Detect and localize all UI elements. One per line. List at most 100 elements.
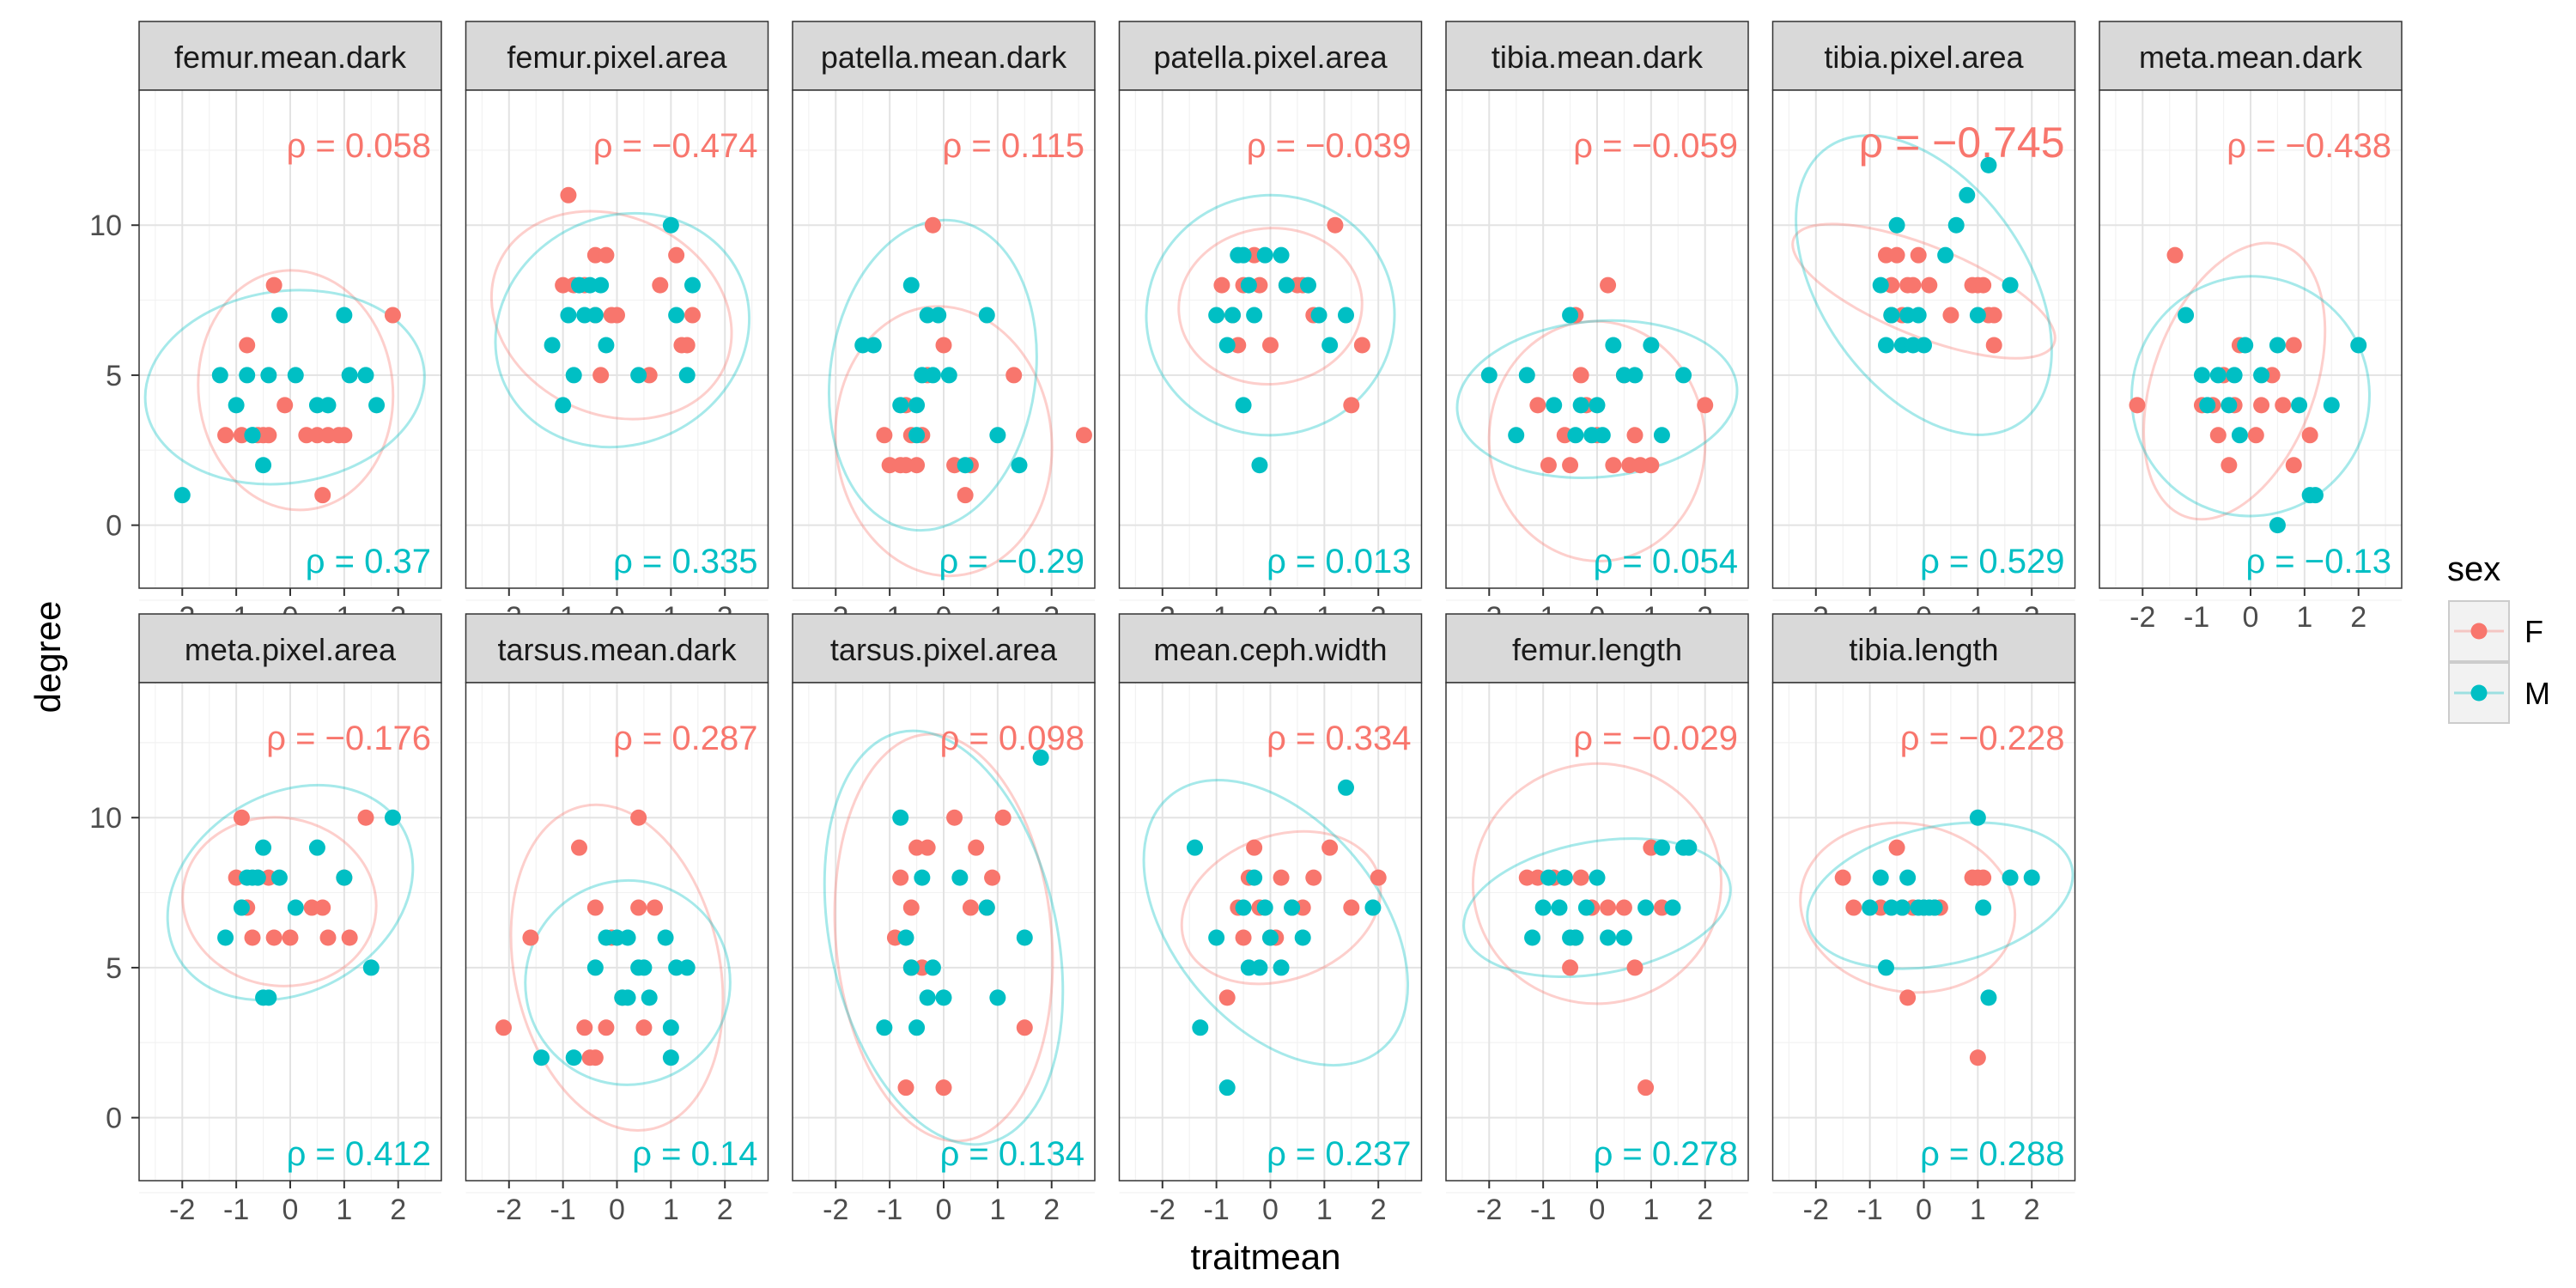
ellipse-m: [2130, 275, 2371, 518]
data-point-m: [2350, 337, 2367, 354]
data-point-m: [892, 809, 909, 826]
data-point-m: [1862, 899, 1879, 916]
data-point-f: [384, 307, 401, 324]
data-point-m: [239, 367, 256, 384]
panel-content: [823, 729, 1065, 1146]
rho-label-m: ρ = −0.13: [2245, 543, 2391, 580]
data-point-f: [1605, 457, 1622, 474]
rho-label-m: ρ = 0.013: [1267, 543, 1411, 580]
data-point-f: [892, 869, 909, 886]
data-point-m: [2199, 397, 2216, 414]
x-tick-label: 2: [390, 1194, 406, 1226]
panel-content: [1145, 193, 1396, 474]
data-point-m: [1224, 307, 1241, 324]
data-point-m: [1310, 307, 1327, 324]
facet-title: patella.pixel.area: [1153, 39, 1388, 75]
data-point-m: [1980, 989, 1997, 1006]
panel-content: [1142, 778, 1409, 1097]
x-tick-label: 1: [2296, 601, 2312, 634]
x-tick-label: -2: [823, 1194, 848, 1226]
facet-strip: [1445, 21, 1749, 91]
x-tick-label: 1: [336, 1194, 352, 1226]
data-point-m: [951, 869, 969, 886]
data-point-m: [1246, 869, 1263, 886]
rho-label-f: ρ = −0.176: [266, 720, 431, 757]
data-point-f: [919, 839, 936, 856]
data-point-f: [1643, 457, 1660, 474]
facet-title: meta.mean.dark: [2139, 39, 2363, 75]
data-point-m: [978, 307, 995, 324]
rho-label-m: ρ = 0.529: [1920, 543, 2064, 580]
panel-content: [489, 186, 751, 449]
data-point-f: [233, 809, 250, 826]
rho-label-f: ρ = −0.059: [1573, 127, 1738, 165]
data-point-m: [1524, 929, 1541, 946]
data-point-m: [1589, 869, 1606, 886]
facet-panel: tibia.length ρ = −0.228 ρ = 0.288 -2 -1 0 1 2: [1771, 613, 2076, 1226]
ellipse-m: [827, 218, 1038, 532]
data-point-m: [1208, 307, 1225, 324]
data-point-m: [2231, 427, 2248, 444]
legend-key-point: [2470, 623, 2488, 640]
data-point-m: [1273, 246, 1290, 264]
data-point-m: [1567, 929, 1584, 946]
data-point-f: [924, 216, 941, 234]
data-point-m: [533, 1049, 550, 1066]
x-tick-label: 2: [2350, 601, 2366, 634]
data-point-m: [908, 397, 926, 414]
data-point-m: [1980, 156, 1997, 173]
facet-title: tarsus.pixel.area: [830, 632, 1058, 667]
data-point-f: [239, 337, 256, 354]
data-point-f: [2166, 246, 2184, 264]
data-point-f: [1975, 276, 1992, 294]
ellipse-m: [166, 783, 415, 1002]
data-point-f: [1910, 246, 1927, 264]
x-tick-label: -1: [2184, 601, 2209, 634]
data-point-f: [1540, 457, 1557, 474]
data-point-m: [1032, 749, 1049, 766]
panel-content: [2129, 241, 2371, 534]
ellipse-f: [197, 269, 395, 512]
data-point-f: [1888, 246, 1905, 264]
data-point-m: [1235, 246, 1252, 264]
legend-label: F: [2524, 614, 2543, 649]
data-point-f: [282, 929, 299, 946]
data-point-f: [897, 457, 914, 474]
x-tick-label: 2: [1043, 1194, 1060, 1226]
data-point-f: [555, 276, 572, 294]
data-point-m: [1556, 869, 1573, 886]
data-point-f: [2253, 397, 2270, 414]
y-tick-label: 0: [106, 1103, 122, 1135]
data-point-m: [357, 367, 374, 384]
ellipse-m: [1455, 319, 1739, 479]
data-point-m: [384, 809, 401, 826]
data-point-f: [314, 899, 331, 916]
data-point-m: [1664, 899, 1681, 916]
data-point-m: [1262, 929, 1279, 946]
data-point-m: [1534, 899, 1552, 916]
data-point-f: [1343, 397, 1360, 414]
facet-strip: [1445, 613, 1749, 683]
facet-panel: mean.ceph.width ρ = 0.334 ρ = 0.237 -2 -1 0 1 2: [1118, 613, 1423, 1226]
data-point-m: [1284, 899, 1301, 916]
data-point-f: [1262, 337, 1279, 354]
data-point-m: [902, 959, 920, 976]
data-point-m: [287, 367, 304, 384]
data-point-m: [1192, 1019, 1209, 1036]
data-point-m: [233, 899, 250, 916]
rho-label-m: ρ = 0.288: [1920, 1135, 2064, 1173]
data-point-f: [1834, 869, 1851, 886]
data-point-m: [211, 367, 228, 384]
data-point-f: [962, 899, 979, 916]
data-point-f: [678, 337, 696, 354]
data-point-f: [2285, 457, 2302, 474]
data-point-m: [935, 989, 952, 1006]
data-point-m: [1675, 367, 1692, 384]
legend: sex FM: [2447, 550, 2550, 724]
rho-label-m: ρ = 0.278: [1594, 1135, 1738, 1173]
data-point-f: [1985, 337, 2002, 354]
data-point-m: [1883, 307, 1900, 324]
data-point-m: [1338, 307, 1354, 324]
